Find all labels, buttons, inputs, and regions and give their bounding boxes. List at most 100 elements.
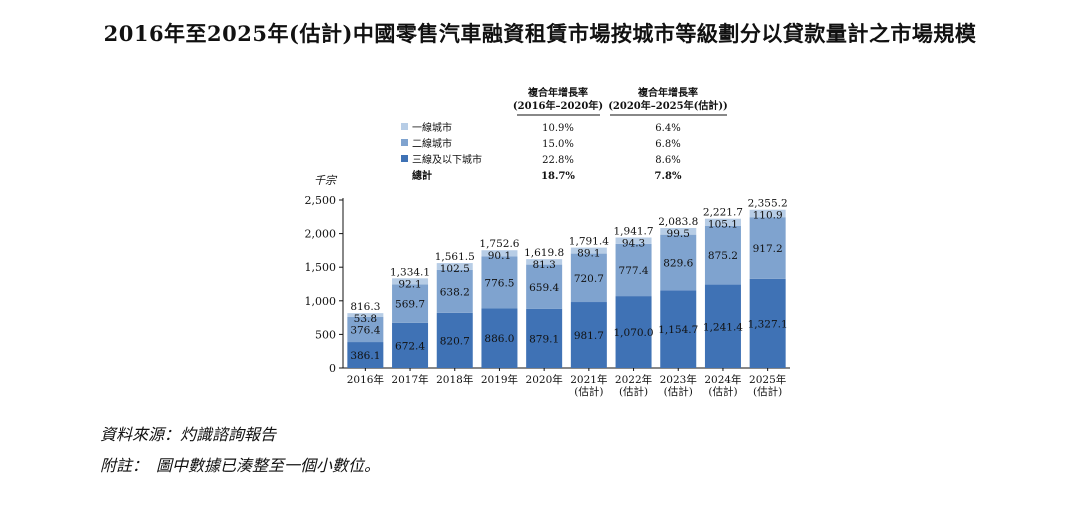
data-label: 110.9 <box>753 210 783 222</box>
legend-swatch <box>401 139 408 146</box>
bar-segment <box>526 259 563 265</box>
x-tick-label: 2024年 <box>704 373 741 386</box>
legend-label: 二線城市 <box>412 137 452 150</box>
total-label: 816.3 <box>350 301 380 313</box>
cagr-header-2-line2: (2020年–2025年(估計)) <box>608 99 728 112</box>
bar-segment <box>615 243 652 297</box>
data-label: 376.4 <box>350 324 380 336</box>
bar-segment <box>570 253 607 303</box>
legend-label: 總計 <box>412 169 432 182</box>
bar-segment <box>481 250 518 257</box>
bar-segment <box>436 263 473 270</box>
data-label: 81.3 <box>532 259 555 271</box>
cagr-header-2-line1: 複合年增長率 <box>637 86 698 99</box>
x-tick-label: 2019年 <box>481 373 518 386</box>
cagr-header-1-line2: (2016年–2020年) <box>513 99 603 112</box>
data-label: 569.7 <box>395 299 425 311</box>
data-label: 89.1 <box>577 248 600 260</box>
data-label: 386.1 <box>350 350 380 362</box>
cagr-value-2020-2025: 6.4% <box>655 123 680 134</box>
bar-segment <box>749 217 786 279</box>
data-label: 829.6 <box>663 258 693 270</box>
data-label: 94.3 <box>622 238 645 250</box>
bar-segment <box>570 302 607 368</box>
data-label: 105.1 <box>708 219 738 231</box>
bar-segment <box>436 312 473 368</box>
data-label: 720.7 <box>574 273 604 285</box>
x-tick-label: (估計) <box>574 385 603 398</box>
x-tick-label: 2023年 <box>660 373 697 386</box>
bar-segment <box>436 269 473 313</box>
data-label: 102.5 <box>440 263 470 275</box>
bar-segment <box>526 308 563 368</box>
bar-segment <box>347 313 384 317</box>
total-label: 2,221.7 <box>703 207 743 219</box>
bar-segment <box>347 316 384 343</box>
bar-segment <box>704 218 741 226</box>
bar-segment <box>660 290 697 368</box>
legend-label: 一線城市 <box>412 121 452 134</box>
legend-swatch <box>401 155 408 162</box>
total-label: 1,941.7 <box>614 226 654 238</box>
bar-segment <box>347 342 384 368</box>
data-label: 777.4 <box>619 265 649 277</box>
total-label: 1,791.4 <box>569 236 609 248</box>
data-label: 820.7 <box>440 335 470 347</box>
bar-segment <box>392 284 429 323</box>
total-label: 2,355.2 <box>748 198 788 210</box>
bar-segment <box>481 308 518 368</box>
cagr-value-2016-2020: 15.0% <box>542 139 574 150</box>
data-label: 875.2 <box>708 250 738 262</box>
x-tick-label: 2021年 <box>570 373 607 386</box>
y-axis-unit: 千宗 <box>314 174 338 187</box>
x-tick-label: (估計) <box>753 385 782 398</box>
data-label: 917.2 <box>753 243 783 255</box>
data-label: 99.5 <box>667 228 690 240</box>
cagr-value-2020-2025: 7.8% <box>655 171 682 182</box>
x-tick-label: 2020年 <box>526 373 563 386</box>
data-label: 672.4 <box>395 340 425 352</box>
bar-segment <box>749 278 786 368</box>
x-tick-label: 2025年 <box>749 373 786 386</box>
cagr-value-2016-2020: 22.8% <box>542 155 574 166</box>
x-tick-label: (估計) <box>708 385 737 398</box>
bar-segment <box>660 234 697 291</box>
footnote: 附註： 圖中數據已湊整至一個小數位。 <box>100 456 381 475</box>
bar-segment <box>481 256 518 309</box>
source-note: 資料來源：灼識諮詢報告 <box>100 425 277 444</box>
data-label: 879.1 <box>529 333 559 345</box>
legend-label: 三線及以下城市 <box>412 153 482 166</box>
data-label: 92.1 <box>398 278 421 290</box>
data-label: 90.1 <box>488 250 511 262</box>
total-label: 2,083.8 <box>658 216 698 228</box>
y-tick-label: 1,500 <box>305 261 337 274</box>
bar-segment <box>704 225 741 285</box>
y-tick-label: 2,500 <box>305 194 337 207</box>
cagr-header-1-line1: 複合年增長率 <box>527 86 588 99</box>
total-label: 1,334.1 <box>390 266 430 278</box>
bar-segment <box>749 209 786 218</box>
bar-segment <box>392 278 429 285</box>
data-label: 1,241.4 <box>703 321 743 333</box>
total-label: 1,619.8 <box>524 247 564 259</box>
bar-segment <box>526 264 563 309</box>
bar-segment <box>660 227 697 235</box>
y-tick-label: 500 <box>315 328 336 341</box>
x-tick-label: 2018年 <box>436 373 473 386</box>
x-tick-label: 2017年 <box>391 373 428 386</box>
x-tick-label: 2022年 <box>615 373 652 386</box>
data-label: 659.4 <box>529 282 559 294</box>
y-tick-label: 1,000 <box>305 295 337 308</box>
x-tick-label: (估計) <box>619 385 648 398</box>
legend-swatch <box>401 123 408 130</box>
total-label: 1,561.5 <box>435 251 475 263</box>
cagr-value-2020-2025: 6.8% <box>655 139 680 150</box>
chart-title: 2016年至2025年(估計)中國零售汽車融資租賃市場按城市等級劃分以貸款量計之… <box>103 21 977 46</box>
data-label: 981.7 <box>574 330 604 342</box>
data-label: 776.5 <box>484 277 514 289</box>
cagr-value-2020-2025: 8.6% <box>655 155 680 166</box>
total-label: 1,752.6 <box>479 238 519 250</box>
x-tick-label: (估計) <box>664 385 693 398</box>
bar-segment <box>615 296 652 368</box>
